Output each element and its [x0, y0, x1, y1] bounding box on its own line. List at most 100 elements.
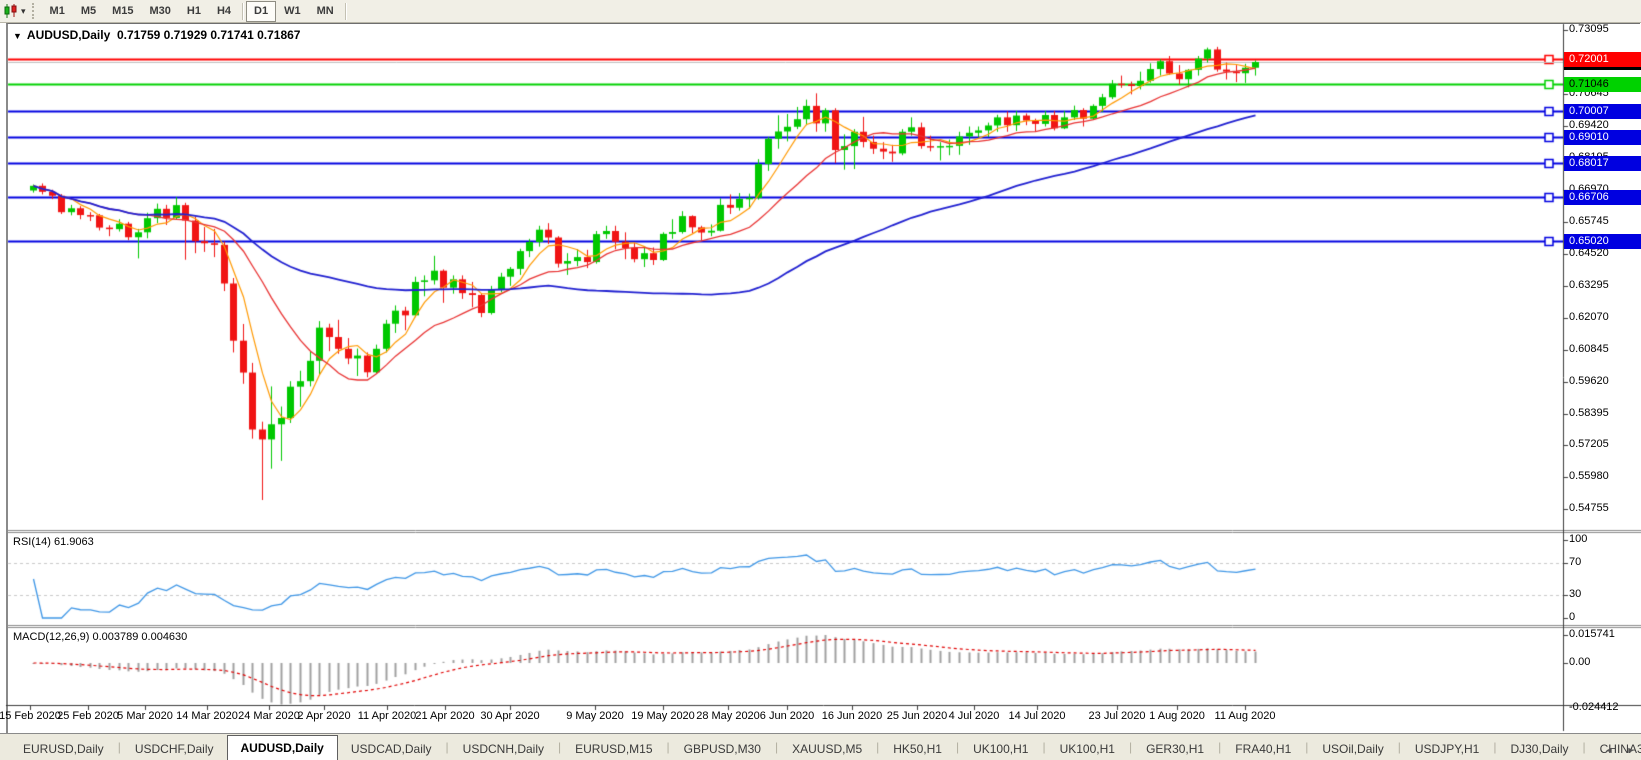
tab-separator: |	[1493, 740, 1497, 754]
tab-usdchf-daily[interactable]: USDCHF,Daily	[134, 742, 214, 756]
tab-gbpusd-m30[interactable]: GBPUSD,M30	[683, 742, 761, 756]
tab-usdcnh-daily[interactable]: USDCNH,Daily	[462, 742, 545, 756]
timeframe-button-h4[interactable]: H4	[216, 5, 232, 17]
date-tick-label: 14 Mar 2020	[176, 710, 238, 722]
tab-hk50-h1[interactable]: HK50,H1	[893, 742, 942, 756]
timeframe-button-d1[interactable]: D1	[246, 0, 277, 22]
price-tick-label: 0.57205	[1569, 438, 1609, 450]
macd-tick-label: -0.024412	[1569, 701, 1619, 713]
timeframe-button-m5[interactable]: M5	[80, 5, 97, 17]
tab-uk100-h1[interactable]: UK100,H1	[973, 742, 1029, 756]
price-tick-label: 0.69420	[1569, 119, 1609, 131]
date-tick-label: 19 May 2020	[631, 710, 695, 722]
timeframe-button-m1[interactable]: M1	[49, 5, 65, 17]
date-tick-label: 1 Aug 2020	[1149, 710, 1205, 722]
tab-usoil-daily[interactable]: USOil,Daily	[1322, 742, 1384, 756]
tab-audusd-daily[interactable]: AUDUSD,Daily	[226, 735, 338, 760]
tab-separator: |	[117, 740, 121, 754]
tab-scroll-left-icon[interactable]: ◄	[1604, 745, 1614, 755]
date-tick-label: 11 Aug 2020	[1214, 710, 1276, 722]
date-tick-label: 2 Apr 2020	[297, 710, 351, 722]
timeframe-button-m15[interactable]: M15	[112, 5, 134, 17]
tab-fra40-h1[interactable]: FRA40,H1	[1235, 742, 1292, 756]
tab-separator: |	[1128, 740, 1133, 754]
level-badge[interactable]: 0.65020	[1564, 234, 1641, 249]
level-badge[interactable]: 0.66706	[1564, 190, 1641, 205]
rsi-tick-label: 0	[1569, 611, 1576, 623]
price-tick-label: 0.54755	[1569, 502, 1609, 514]
date-tick-label: 11 Apr 2020	[357, 710, 417, 722]
chart-dropdown-icon[interactable]: ▼	[13, 31, 22, 41]
chart-title-symbol: AUDUSD,Daily	[26, 28, 111, 42]
date-tick-label: 23 Jul 2020	[1088, 710, 1146, 722]
tab-separator: |	[1582, 740, 1586, 754]
tab-scroll-right-icon[interactable]: ►	[1626, 745, 1636, 755]
toolbar-separator	[344, 2, 346, 20]
timeframe-button-mn[interactable]: MN	[316, 5, 334, 17]
tab-ger30-h1[interactable]: GER30,H1	[1146, 742, 1205, 756]
price-tick-label: 0.55980	[1569, 470, 1609, 482]
tab-separator: |	[666, 740, 670, 754]
macd-tick-label: 0.00	[1569, 656, 1591, 668]
tab-separator: |	[1397, 740, 1401, 754]
timeframe-button-m30[interactable]: M30	[149, 5, 171, 17]
level-badge[interactable]: 0.70007	[1564, 104, 1641, 119]
tab-separator: |	[445, 740, 449, 754]
price-tick-label: 0.63295	[1569, 279, 1609, 291]
tab-usdcad-daily[interactable]: USDCAD,Daily	[350, 742, 432, 756]
tab-separator: |	[1218, 740, 1222, 754]
date-tick-label: 21 Apr 2020	[415, 710, 475, 722]
tab-china300-h4[interactable]: CHINA300,H4	[1599, 742, 1641, 756]
tab-separator: |	[955, 740, 960, 754]
tab-separator: |	[774, 740, 779, 754]
date-tick-label: 30 Apr 2020	[480, 710, 540, 722]
timeframe-button-w1[interactable]: W1	[284, 5, 301, 17]
chart-title-ohlc: 0.71759 0.71929 0.71741 0.71867	[116, 28, 301, 42]
tab-eurusd-daily[interactable]: EURUSD,Daily	[23, 742, 104, 756]
date-tick-label: 25 Jun 2020	[886, 710, 948, 722]
chart-tab-bar: EURUSD,Daily | USDCHF,Daily AUDUSD,Daily USD…	[0, 733, 1641, 760]
price-tick-label: 0.65745	[1569, 215, 1609, 227]
rsi-tick-label: 100	[1569, 533, 1588, 545]
chart-type-dropdown-icon[interactable]: ▾	[21, 5, 26, 16]
toolbar-separator	[242, 2, 244, 20]
macd-tick-label: 0.015741	[1569, 628, 1615, 640]
toolbar: ▾ M1 M5 M15 M30 H1 H4 D1 W1 MN	[0, 0, 1641, 23]
tab-uk100-h1[interactable]: UK100,H1	[1059, 742, 1115, 756]
tab-eurusd-m15[interactable]: EURUSD,M15	[575, 742, 653, 756]
price-tick-label: 0.64520	[1569, 247, 1609, 259]
date-tick-label: 9 May 2020	[566, 710, 624, 722]
level-badge[interactable]: 0.68017	[1564, 156, 1641, 171]
timeframe-button-h1[interactable]: H1	[186, 5, 201, 17]
tab-usdjpy-h1[interactable]: USDJPY,H1	[1414, 742, 1480, 756]
tab-separator: |	[876, 740, 880, 754]
tab-separator: |	[1042, 740, 1046, 754]
tab-xauusd-m5[interactable]: XAUUSD,M5	[792, 742, 863, 756]
date-tick-label: 4 Jul 2020	[948, 710, 1000, 722]
date-tick-label: 16 Jun 2020	[821, 710, 883, 722]
toolbar-grip[interactable]	[31, 3, 37, 19]
date-tick-label: 24 Mar 2020	[238, 710, 300, 722]
macd-label: MACD(12,26,9) 0.003789 0.004630	[13, 631, 188, 643]
tab-separator: |	[558, 740, 562, 754]
level-badge[interactable]: 0.69010	[1564, 130, 1641, 145]
date-tick-label: 28 May 2020	[696, 710, 760, 722]
level-badge[interactable]: 0.71046	[1564, 77, 1641, 92]
date-tick-label: 15 Feb 2020	[0, 710, 61, 722]
tab-separator: |	[1305, 740, 1309, 754]
timeframe-buttons: M1 M5 M15 M30 H1 H4 D1 W1 MN	[42, 0, 349, 22]
price-tick-label: 0.62070	[1569, 311, 1609, 323]
price-tick-label: 0.73095	[1569, 23, 1609, 35]
tab-dj30-daily[interactable]: DJ30,Daily	[1510, 742, 1569, 756]
rsi-tick-label: 70	[1569, 556, 1582, 568]
date-tick-label: 14 Jul 2020	[1008, 710, 1066, 722]
chart-type-icon[interactable]	[3, 3, 20, 19]
date-tick-label: 5 Mar 2020	[117, 710, 173, 722]
tab-scroll-buttons: ◄ ►	[1602, 745, 1638, 755]
chart-title: ▼ AUDUSD,Daily 0.71759 0.71929 0.71741 0.…	[13, 28, 300, 42]
price-tick-label: 0.60845	[1569, 343, 1609, 355]
level-badge[interactable]: 0.72001	[1564, 52, 1641, 67]
date-tick-label: 25 Feb 2020	[57, 710, 119, 722]
price-tick-label: 0.59620	[1569, 375, 1609, 387]
